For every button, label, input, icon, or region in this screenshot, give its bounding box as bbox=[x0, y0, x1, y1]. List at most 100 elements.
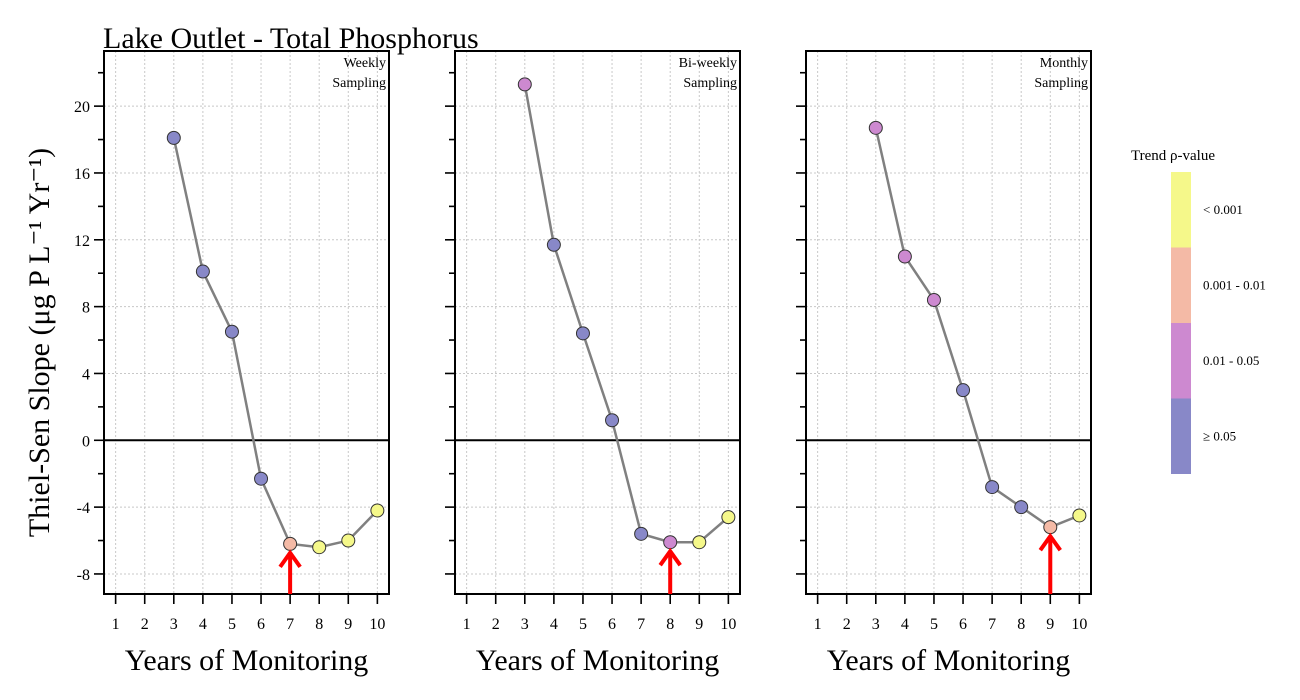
arrow-head bbox=[1038, 532, 1062, 552]
legend-swatch-2 bbox=[1171, 247, 1191, 323]
data-point-year-3 bbox=[166, 130, 181, 145]
data-point-year-6 bbox=[605, 413, 620, 428]
x-tick-label: 2 bbox=[843, 616, 851, 633]
x-tick-label: 1 bbox=[112, 616, 120, 633]
x-tick-label: 2 bbox=[141, 616, 149, 633]
x-tick-label: 7 bbox=[988, 616, 996, 633]
panel-label-line1: Weekly bbox=[344, 56, 386, 71]
y-axis bbox=[796, 71, 806, 575]
series-line bbox=[874, 127, 1080, 529]
x-axis-label: Years of Monitoring bbox=[476, 644, 720, 677]
data-point-year-7 bbox=[634, 526, 649, 541]
x-tick-label: 5 bbox=[579, 616, 587, 633]
series-points bbox=[166, 130, 385, 555]
data-point-year-7 bbox=[283, 536, 298, 551]
data-point-year-7 bbox=[985, 480, 1000, 495]
chart-title: Lake Outlet - Total Phosphorus bbox=[103, 22, 479, 55]
data-point-year-6 bbox=[956, 383, 971, 398]
x-tick-label: 1 bbox=[814, 616, 822, 633]
legend-title: Trend ρ-value bbox=[1131, 148, 1215, 164]
series-points bbox=[868, 120, 1087, 535]
x-tick-label: 4 bbox=[199, 616, 207, 633]
y-tick-label: 16 bbox=[74, 166, 90, 183]
x-axis-label: Years of Monitoring bbox=[827, 644, 1071, 677]
x-tick-label: 4 bbox=[901, 616, 909, 633]
y-axis bbox=[445, 71, 455, 575]
red-arrow bbox=[278, 549, 302, 594]
x-tick-label: 10 bbox=[720, 616, 736, 633]
data-point-year-4 bbox=[897, 249, 912, 264]
data-point-year-9 bbox=[1043, 520, 1058, 535]
panel-label-line2: Sampling bbox=[683, 76, 737, 91]
legend-label-1: < 0.001 bbox=[1203, 202, 1243, 217]
data-point-year-6 bbox=[254, 471, 269, 486]
y-tick-label: 0 bbox=[82, 433, 90, 450]
x-tick-label: 3 bbox=[521, 616, 529, 633]
series-line bbox=[523, 84, 730, 544]
data-point-year-3 bbox=[868, 120, 883, 135]
y-tick-label: -8 bbox=[77, 567, 90, 584]
panel-label-line1: Monthly bbox=[1040, 56, 1088, 71]
legend-swatch-1 bbox=[1171, 172, 1191, 248]
legend-label-2: 0.001 - 0.01 bbox=[1203, 277, 1266, 292]
x-tick-label: 2 bbox=[492, 616, 500, 633]
data-point-year-8 bbox=[312, 540, 327, 555]
gridlines bbox=[104, 51, 389, 594]
x-tick-label: 5 bbox=[228, 616, 236, 633]
data-point-year-5 bbox=[575, 326, 590, 341]
data-point-year-9 bbox=[341, 533, 356, 548]
y-axis-label: Thiel-Sen Slope (μg P L⁻¹ Yr⁻¹) bbox=[23, 148, 56, 537]
x-tick-label: 6 bbox=[959, 616, 967, 633]
data-point-year-3 bbox=[517, 77, 532, 92]
x-tick-label: 5 bbox=[930, 616, 938, 633]
legend-entries: < 0.001 0.001 - 0.01 0.01 - 0.05 ≥ 0.05 bbox=[1171, 172, 1266, 474]
red-arrow bbox=[658, 547, 682, 594]
plot-frame bbox=[454, 50, 741, 595]
data-point-year-5 bbox=[926, 292, 941, 307]
series-points bbox=[517, 77, 736, 550]
x-tick-label: 7 bbox=[637, 616, 645, 633]
series-line bbox=[172, 137, 379, 549]
x-tick-label: 10 bbox=[1071, 616, 1087, 633]
x-tick-label: 3 bbox=[872, 616, 880, 633]
y-tick-label: 12 bbox=[74, 233, 90, 250]
x-tick-label: 6 bbox=[608, 616, 616, 633]
plot-frame bbox=[805, 50, 1092, 595]
panel-label-line2: Sampling bbox=[1034, 76, 1088, 91]
legend-label-3: 0.01 - 0.05 bbox=[1203, 353, 1259, 368]
x-axis-label: Years of Monitoring bbox=[125, 644, 369, 677]
data-point-year-10 bbox=[1072, 508, 1087, 523]
x-tick-label: 7 bbox=[286, 616, 294, 633]
y-tick-label: 8 bbox=[82, 300, 90, 317]
y-tick-label: 20 bbox=[74, 99, 90, 116]
x-tick-label: 6 bbox=[257, 616, 265, 633]
data-point-year-5 bbox=[224, 324, 239, 339]
legend-swatch-4 bbox=[1171, 398, 1191, 474]
x-tick-label: 4 bbox=[550, 616, 558, 633]
arrow-head bbox=[278, 549, 302, 569]
x-tick-label: 8 bbox=[315, 616, 323, 633]
panel-label-line1: Bi-weekly bbox=[679, 56, 737, 71]
data-point-year-4 bbox=[546, 237, 561, 252]
y-tick-label: -4 bbox=[77, 500, 90, 517]
gridlines bbox=[806, 51, 1091, 594]
gridlines bbox=[455, 51, 740, 594]
panel-label-line2: Sampling bbox=[332, 76, 386, 91]
y-tick-label: 4 bbox=[82, 366, 90, 383]
data-point-year-9 bbox=[692, 535, 707, 550]
data-point-year-4 bbox=[195, 264, 210, 279]
data-point-year-10 bbox=[721, 510, 736, 525]
x-tick-label: 8 bbox=[1017, 616, 1025, 633]
data-point-year-8 bbox=[1014, 500, 1029, 515]
x-tick-label: 9 bbox=[344, 616, 352, 633]
x-tick-label: 8 bbox=[666, 616, 674, 633]
x-tick-label: 10 bbox=[369, 616, 385, 633]
data-point-year-10 bbox=[370, 503, 385, 518]
